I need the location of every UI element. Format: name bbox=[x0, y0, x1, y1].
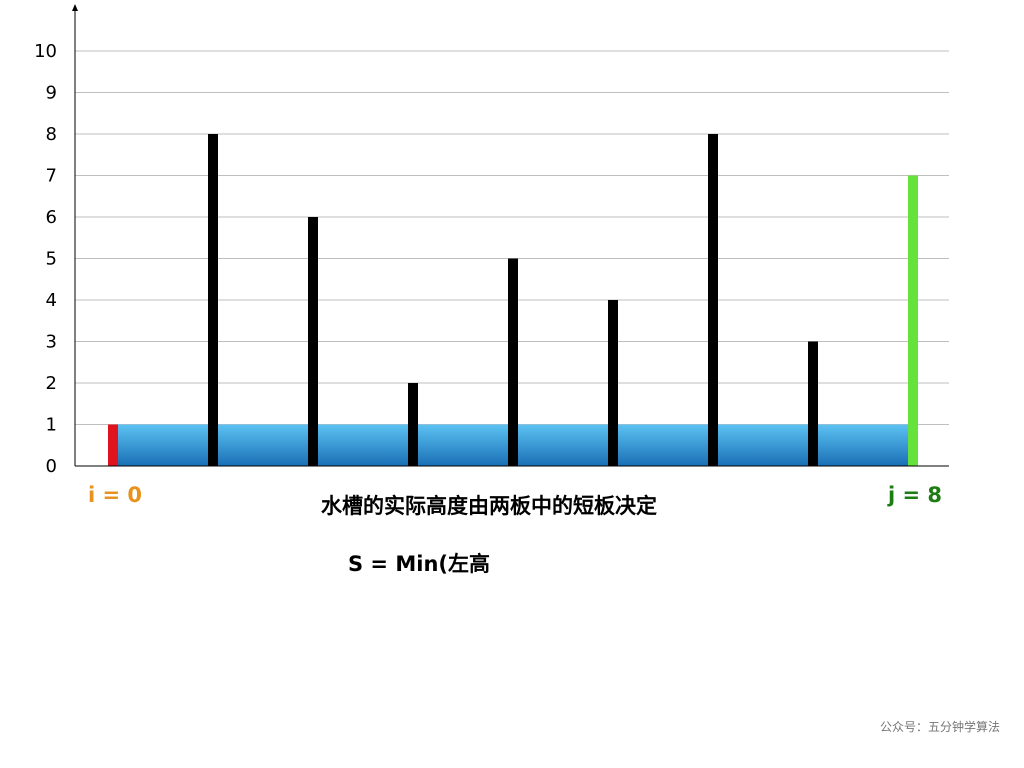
y-tick-8: 8 bbox=[46, 124, 57, 145]
bar-6 bbox=[708, 134, 718, 466]
y-tick-6: 6 bbox=[46, 207, 57, 228]
y-tick-9: 9 bbox=[46, 83, 57, 104]
y-tick-7: 7 bbox=[46, 166, 57, 187]
bar-0 bbox=[108, 424, 118, 466]
bars bbox=[108, 134, 918, 466]
bar-5 bbox=[608, 300, 618, 466]
y-tick-5: 5 bbox=[46, 249, 57, 270]
watermark-text: 公众号：五分钟学算法 bbox=[879, 720, 1000, 734]
bar-3 bbox=[408, 383, 418, 466]
caption-text: 水槽的实际高度由两板中的短板决定 bbox=[321, 494, 657, 518]
y-tick-0: 0 bbox=[46, 456, 57, 477]
bar-2 bbox=[308, 217, 318, 466]
y-tick-4: 4 bbox=[46, 290, 57, 311]
bar-1 bbox=[208, 134, 218, 466]
y-tick-3: 3 bbox=[46, 332, 57, 353]
y-tick-labels: 0 1 2 3 4 5 6 7 8 9 10 bbox=[34, 41, 57, 477]
left-pointer-label: i = 0 bbox=[88, 483, 143, 507]
axes bbox=[72, 4, 949, 467]
formula-text: S = Min(左高 bbox=[348, 552, 490, 576]
bar-4 bbox=[508, 258, 518, 466]
bar-7 bbox=[808, 341, 818, 466]
y-tick-1: 1 bbox=[46, 415, 57, 436]
bar-8 bbox=[908, 175, 918, 466]
y-tick-10: 10 bbox=[34, 41, 57, 62]
y-axis-arrow bbox=[72, 4, 78, 11]
y-tick-2: 2 bbox=[46, 373, 57, 394]
right-pointer-label: j = 8 bbox=[888, 483, 943, 507]
